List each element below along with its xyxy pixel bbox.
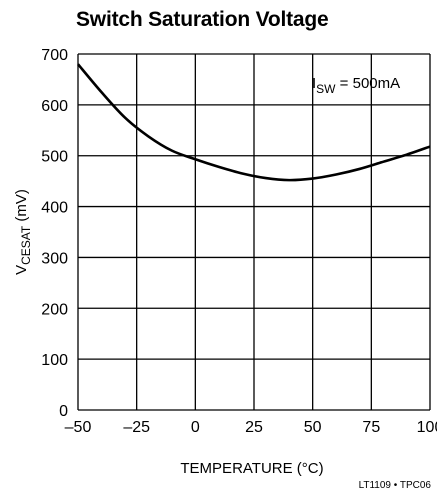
y-tick-label: 200	[41, 301, 68, 318]
x-tick-label: 0	[191, 419, 200, 436]
y-tick-labels: 0 100 200 300 400 500 600 700	[41, 47, 68, 420]
annotation-group: ISW = 500mA	[312, 75, 400, 96]
series-line	[77, 63, 431, 182]
x-tick-label: –50	[65, 419, 92, 436]
series-group	[77, 63, 431, 182]
x-tick-label: –25	[123, 419, 150, 436]
y-tick-label: 0	[59, 403, 68, 420]
y-axis-label: VCESAT (mV)	[13, 189, 33, 275]
x-tick-label: 25	[245, 419, 263, 436]
chart-title: Switch Saturation Voltage	[76, 8, 329, 31]
x-tick-label: 100	[417, 419, 437, 436]
current-annotation: ISW = 500mA	[312, 75, 400, 96]
y-tick-label: 100	[41, 352, 68, 369]
x-axis-label: TEMPERATURE (°C)	[180, 460, 323, 477]
x-tick-labels: –50 –25 0 25 50 75 100	[65, 419, 437, 436]
grid	[77, 53, 431, 411]
x-tick-label: 75	[362, 419, 380, 436]
y-tick-label: 700	[41, 47, 68, 64]
figure-footer: LT1109 • TPC06	[359, 480, 432, 491]
y-tick-label: 500	[41, 149, 68, 166]
y-tick-label: 600	[41, 98, 68, 115]
y-tick-label: 400	[41, 200, 68, 217]
x-tick-label: 50	[304, 419, 322, 436]
y-tick-label: 300	[41, 250, 68, 267]
